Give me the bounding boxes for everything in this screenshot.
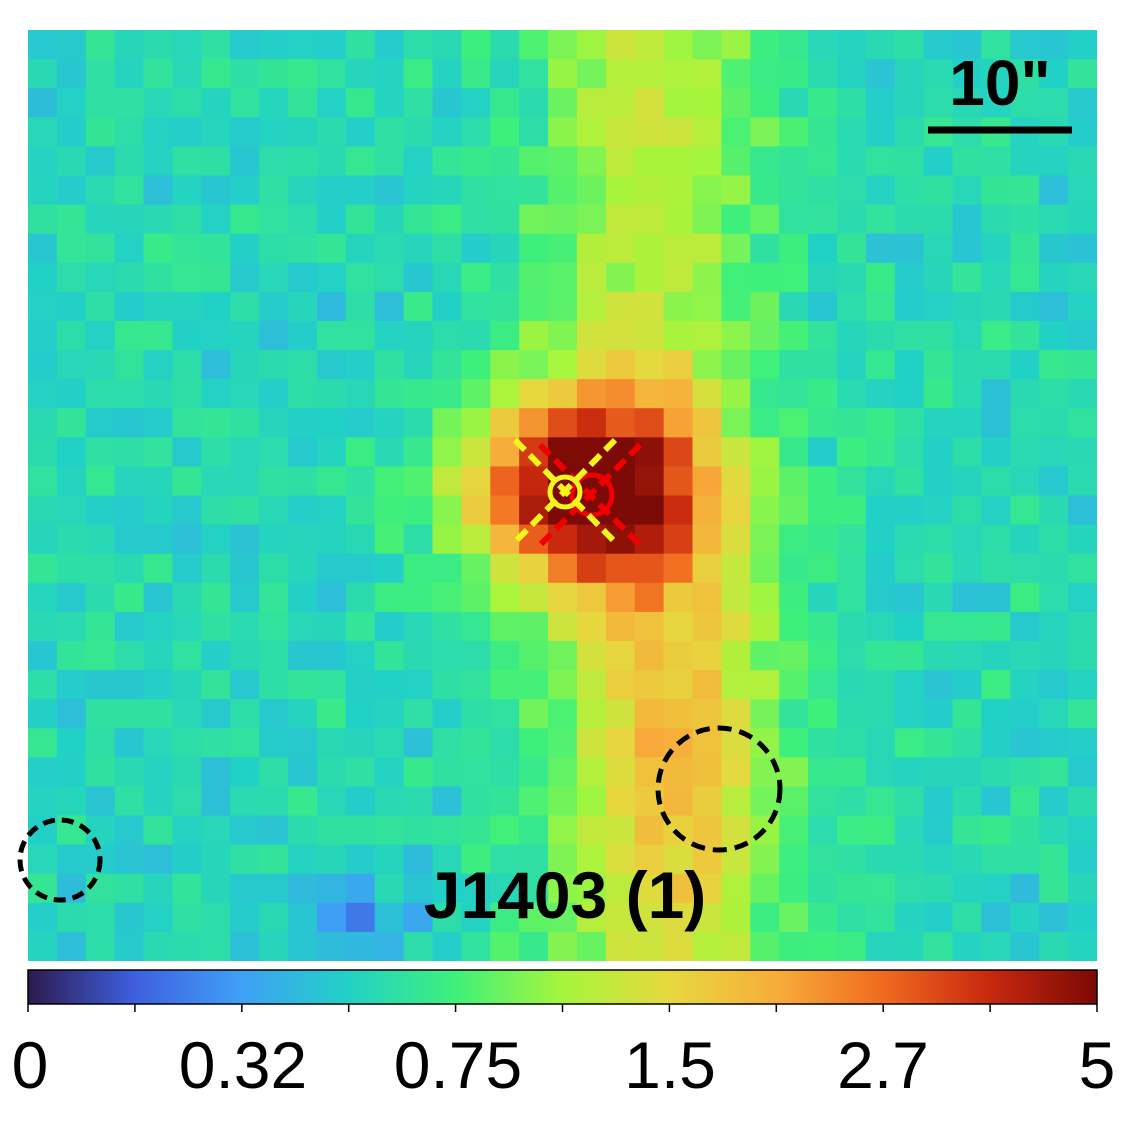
colorbar-tick-label: 0.32 [179, 1028, 307, 1102]
sky-map-image [28, 30, 1097, 961]
target-label: J1403 (1) [424, 858, 707, 932]
colorbar [27, 969, 1098, 1005]
aperture-circle [17, 817, 103, 903]
optical-position-marker [512, 437, 618, 545]
colorbar-tick-label: 0.75 [394, 1028, 522, 1102]
colorbar-tick-label: 1.5 [624, 1028, 716, 1102]
scale-bar-label: 10" [949, 47, 1051, 119]
colorbar-ticks [27, 1004, 1098, 1012]
colorbar-tick-label: 2.7 [837, 1028, 929, 1102]
aperture-circle [655, 725, 783, 853]
colorbar-tick-label: 5 [1079, 1028, 1116, 1102]
colorbar-tick-label: 0 [12, 1028, 49, 1102]
